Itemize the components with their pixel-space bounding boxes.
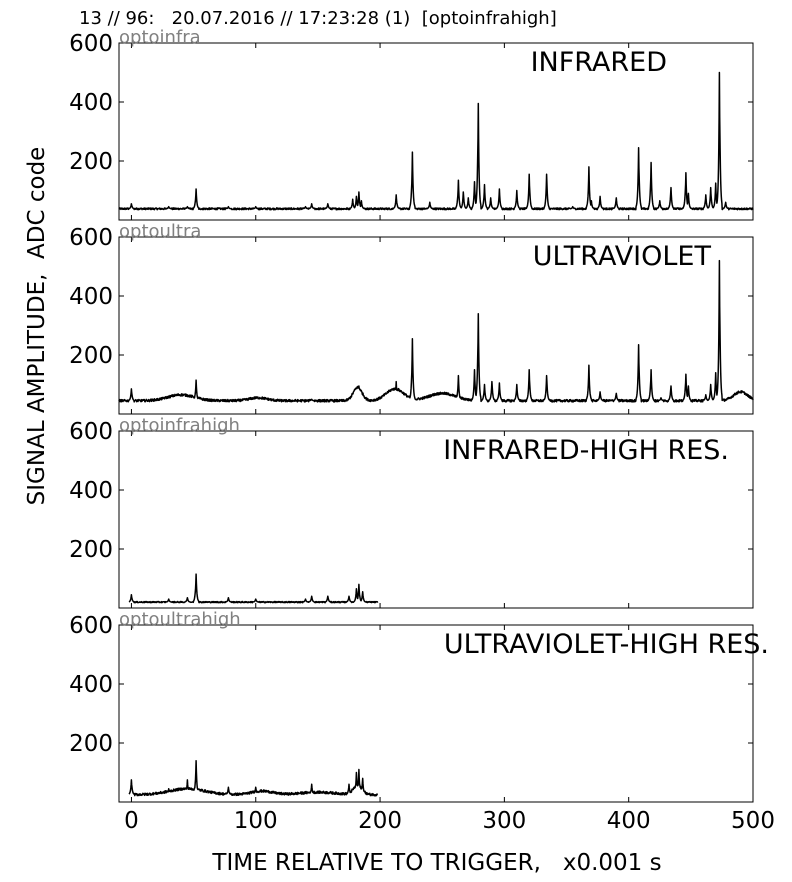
y-tick-label: 400	[69, 478, 113, 504]
y-tick-label: 400	[69, 672, 113, 698]
panel-frame-1	[118, 42, 754, 221]
x-axis-label: TIME RELATIVE TO TRIGGER, x0.001 s	[212, 850, 662, 876]
panel-title: ULTRAVIOLET-HIGH RES.	[444, 629, 769, 660]
panel-frame-2	[118, 236, 754, 415]
signal-trace-2	[118, 259, 754, 403]
signal-trace-4	[128, 759, 379, 797]
y-tick-label: 600	[69, 31, 113, 57]
figure-header: 13 // 96: 20.07.2016 // 17:23:28 (1) [op…	[79, 8, 557, 29]
panel-corner-label: optoinfra	[119, 27, 201, 48]
panel-frame-3	[118, 430, 754, 609]
panel-title: INFRARED-HIGH RES.	[443, 435, 729, 466]
x-tick-label: 0	[124, 808, 139, 834]
signal-trace-3	[128, 573, 379, 604]
y-tick-label: 600	[69, 419, 113, 445]
signal-trace-1	[118, 71, 754, 211]
y-tick-label: 200	[69, 149, 113, 175]
panel-title: INFRARED	[531, 47, 667, 78]
y-tick-label: 400	[69, 284, 113, 310]
panel-corner-label: optoultra	[119, 221, 201, 242]
panel-title: ULTRAVIOLET	[533, 241, 712, 272]
y-tick-label: 200	[69, 343, 113, 369]
panel-corner-label: optoultrahigh	[119, 609, 241, 630]
y-tick-label: 600	[69, 225, 113, 251]
panel-corner-label: optoinfrahigh	[119, 415, 240, 436]
x-tick-label: 300	[482, 808, 526, 834]
panel-frame-4	[118, 624, 754, 803]
x-tick-label: 500	[731, 808, 775, 834]
y-tick-label: 200	[69, 537, 113, 563]
x-tick-label: 400	[607, 808, 651, 834]
x-tick-label: 100	[234, 808, 278, 834]
x-tick-label: 200	[358, 808, 402, 834]
y-tick-label: 400	[69, 90, 113, 116]
y-tick-label: 600	[69, 613, 113, 639]
y-tick-label: 200	[69, 731, 113, 757]
